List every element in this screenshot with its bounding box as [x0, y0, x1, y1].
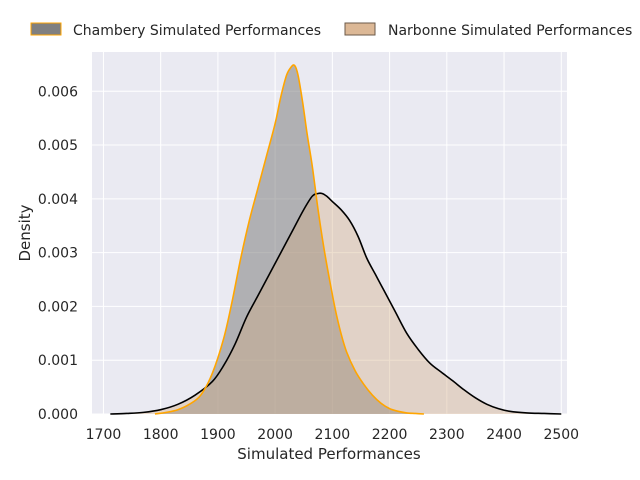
density-areas [110, 64, 562, 415]
y-axis-ticks: 0.000 0.001 0.002 0.003 0.004 0.005 0.006 [38, 84, 78, 423]
x-tick-label: 2000 [257, 427, 293, 443]
density-area-series-1 [154, 64, 424, 414]
y-axis-title: Density [16, 204, 34, 261]
x-tick-label: 1800 [143, 427, 179, 443]
legend-label-narbonne: Narbonne Simulated Performances [388, 23, 632, 39]
y-tick-label: 0.002 [38, 299, 78, 315]
x-tick-label: 2100 [315, 427, 351, 443]
y-tick-label: 0.003 [38, 246, 78, 262]
y-tick-label: 0.005 [38, 138, 78, 154]
x-tick-label: 2200 [372, 427, 408, 443]
legend-swatch-chambery [30, 22, 62, 36]
legend-swatch-narbonne [344, 22, 376, 36]
density-line-series-1 [154, 64, 424, 415]
y-tick-label: 0.004 [38, 192, 78, 208]
x-tick-label: 2400 [486, 427, 522, 443]
legend: Chambery Simulated Performances Narbonne… [30, 22, 632, 39]
y-tick-label: 0.001 [38, 353, 78, 369]
y-tick-label: 0.000 [38, 407, 78, 423]
legend-label-chambery: Chambery Simulated Performances [73, 23, 321, 39]
density-line-series-2 [110, 192, 562, 415]
x-tick-label: 1900 [200, 427, 236, 443]
x-axis-title: Simulated Performances [237, 445, 421, 463]
y-tick-label: 0.006 [38, 84, 78, 100]
x-axis-ticks: 1700 1800 1900 2000 2100 2200 2300 2400 2500 [86, 427, 579, 443]
x-tick-label: 2500 [543, 427, 579, 443]
density-area-series-2 [110, 193, 562, 414]
x-tick-label: 2300 [429, 427, 465, 443]
x-tick-label: 1700 [86, 427, 122, 443]
